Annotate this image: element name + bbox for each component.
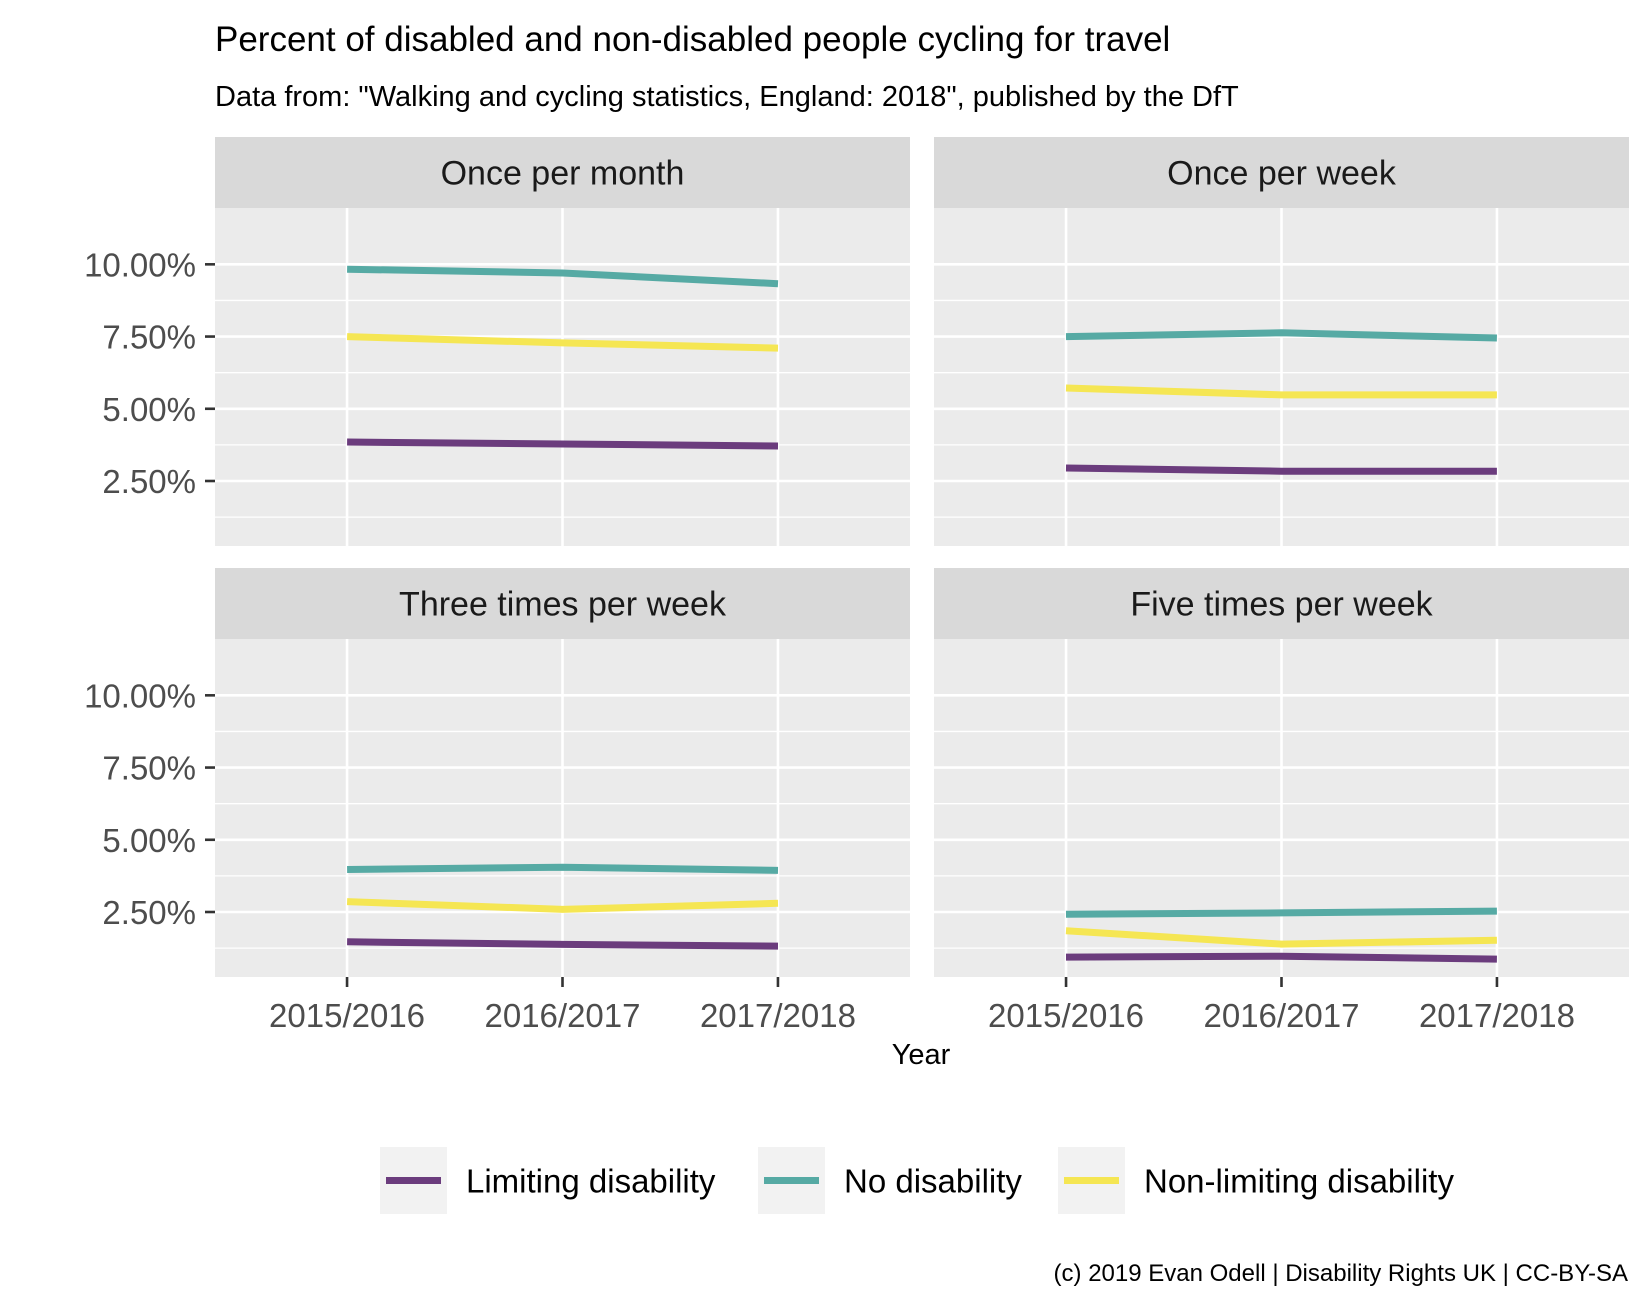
- series-line-no-disability: [347, 863, 779, 874]
- facet-panel-five-times-per-week: Five times per week 2015/2016 2016/2017 201…: [934, 568, 1629, 1034]
- series-line-non-limiting-disability: [346, 898, 779, 913]
- y-tick-label: 5.00%: [102, 391, 196, 428]
- x-tick-label: 2017/2018: [1419, 997, 1575, 1034]
- legend-item-no-disability: No disability: [758, 1147, 1022, 1214]
- y-tick-label: 7.50%: [102, 319, 196, 356]
- legend: Limiting disability No disability Non-limi…: [380, 1147, 1454, 1214]
- series-line-no-disability: [1065, 329, 1497, 342]
- x-tick-label: 2015/2016: [988, 997, 1144, 1034]
- facet-strip-label: Once per month: [441, 155, 685, 193]
- chart-title: Percent of disabled and non-disabled peo…: [215, 20, 1170, 59]
- facet-panel-once-per-week: Once per week: [934, 137, 1629, 546]
- x-tick-label: 2017/2018: [700, 997, 856, 1034]
- y-tick-label: 7.50%: [102, 750, 196, 787]
- facet-panels: Once per month2.50%5.00%7.50%10.00%Once …: [84, 137, 1629, 1034]
- y-tick-label: 5.00%: [102, 822, 196, 859]
- x-axis-title: Year: [892, 1039, 951, 1071]
- legend-label: No disability: [844, 1163, 1022, 1200]
- facet-panel-three-times-per-week: Three times per week 2.50% 5.00% 7.50% 10.00…: [84, 568, 910, 1034]
- facet-strip: [215, 137, 910, 208]
- series-line-no-disability: [347, 265, 779, 288]
- y-tick-label: 10.00%: [84, 246, 196, 283]
- facet-panel-once-per-month: Once per month 2.50% 5.00% 7.50% 10.00%: [84, 137, 910, 546]
- legend-label: Limiting disability: [466, 1163, 716, 1200]
- facet-strip: [934, 137, 1629, 208]
- y-tick-label: 2.50%: [102, 894, 196, 931]
- legend-item-non-limiting-disability: Non-limiting disability: [1058, 1147, 1454, 1214]
- x-tick-label: 2016/2017: [485, 997, 641, 1034]
- facet-strip: [934, 568, 1629, 639]
- series-line-non-limiting-disability: [1065, 927, 1497, 948]
- facet-strip-label: Once per week: [1167, 155, 1397, 193]
- x-tick-label: 2015/2016: [269, 997, 425, 1034]
- series-line-limiting-disability: [1065, 464, 1497, 475]
- facet-strip-label: Three times per week: [399, 586, 727, 624]
- chart-caption: (c) 2019 Evan Odell | Disability Rights …: [1054, 1260, 1628, 1287]
- chart-subtitle: Data from: "Walking and cycling statisti…: [215, 81, 1239, 113]
- series-line-limiting-disability: [347, 938, 779, 950]
- x-tick-label: 2016/2017: [1204, 997, 1360, 1034]
- series-line-non-limiting-disability: [1065, 384, 1497, 399]
- facet-strip-label: Five times per week: [1130, 586, 1433, 624]
- y-tick-label: 2.50%: [102, 463, 196, 500]
- facet-strip: [215, 568, 910, 639]
- series-line-no-disability: [1065, 907, 1497, 918]
- series-line-non-limiting-disability: [346, 333, 779, 352]
- series-line-limiting-disability: [1065, 952, 1497, 963]
- y-tick-label: 10.00%: [84, 677, 196, 714]
- legend-label: Non-limiting disability: [1144, 1163, 1454, 1200]
- legend-item-limiting-disability: Limiting disability: [380, 1147, 716, 1214]
- series-line-limiting-disability: [347, 438, 779, 450]
